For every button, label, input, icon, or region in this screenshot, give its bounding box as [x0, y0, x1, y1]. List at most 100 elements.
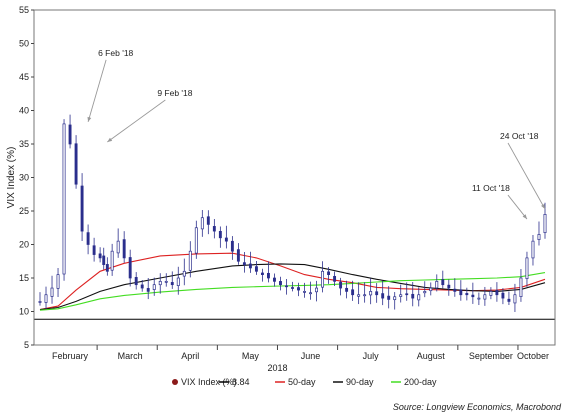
- vix-candle-body: [507, 298, 511, 302]
- y-tick-label: 35: [19, 139, 29, 149]
- y-tick-label: 55: [19, 5, 29, 15]
- vix-candle-body: [459, 289, 463, 296]
- vix-candle-body: [182, 270, 186, 277]
- vix-candle-body: [56, 274, 60, 289]
- vix-candle-body: [62, 123, 66, 275]
- x-month-label: March: [118, 351, 143, 361]
- x-year-label: 2018: [267, 363, 287, 373]
- legend-item-label: 90-day: [346, 377, 374, 387]
- vix-candle-body: [116, 240, 120, 254]
- vix-candle-body: [248, 263, 252, 269]
- vix-candle-body: [483, 294, 487, 300]
- vix-candle-body: [519, 277, 523, 297]
- vix-candle-body: [285, 285, 288, 288]
- vix-candle-body: [333, 275, 337, 282]
- vix-candle-body: [254, 266, 258, 272]
- vix-candle-body: [152, 284, 156, 290]
- vix-candle-body: [122, 239, 126, 259]
- legend-marker-vix: [172, 379, 178, 385]
- annotation-arrow: [507, 194, 528, 220]
- annotation-arrowhead: [522, 214, 527, 220]
- vix-candle-body: [194, 227, 198, 254]
- legend-item-label: 8.84: [232, 377, 250, 387]
- vix-candle-body: [92, 245, 96, 255]
- vix-candle-body: [453, 288, 457, 292]
- vix-candle-body: [128, 257, 132, 279]
- vix-candle-body: [236, 249, 240, 262]
- annotation-label: 24 Oct '18: [500, 131, 539, 141]
- x-month-label: June: [301, 351, 321, 361]
- y-tick-label: 45: [19, 72, 29, 82]
- y-tick-label: 5: [24, 340, 29, 350]
- vix-candle-body: [465, 293, 469, 296]
- annotation-arrowhead: [87, 116, 92, 122]
- vix-candle-body: [501, 292, 505, 299]
- annotation-arrowhead: [541, 204, 545, 209]
- annotation-label: 6 Feb '18: [98, 48, 133, 58]
- vix-candle-body: [267, 272, 270, 279]
- vix-candle-body: [537, 234, 541, 240]
- annotation-arrow: [107, 99, 166, 143]
- vix-candle-body: [369, 291, 373, 296]
- vix-candle-body: [339, 281, 343, 289]
- vix-candle-body: [110, 250, 114, 271]
- y-tick-label: 50: [19, 39, 29, 49]
- vix-candle-body: [242, 262, 246, 265]
- vix-candle-body: [80, 185, 84, 232]
- vix-candle-body: [297, 287, 300, 291]
- annotation-arrow: [507, 142, 546, 210]
- vix-candle-body: [134, 277, 138, 286]
- vix-candle-body: [411, 293, 415, 299]
- vix-candle-body: [399, 294, 403, 297]
- x-month-label: October: [517, 351, 549, 361]
- vix-candle-body: [525, 257, 529, 279]
- vix-candle-body: [158, 281, 162, 286]
- vix-candle-body: [279, 281, 282, 286]
- vix-candle-body: [230, 240, 234, 252]
- vix-candle-body: [140, 284, 144, 289]
- vix-candle-body: [531, 240, 535, 259]
- x-month-label: August: [417, 351, 446, 361]
- vix-candle-body: [327, 271, 331, 275]
- vix-candle-body: [146, 288, 150, 292]
- vix-candle-body: [375, 291, 379, 296]
- vix-candle-body: [447, 284, 451, 289]
- vix-candle-body: [345, 287, 349, 292]
- vix-candle-body: [471, 294, 475, 298]
- x-month-label: May: [242, 351, 260, 361]
- vix-candle-body: [429, 287, 433, 292]
- vix-candle-body: [543, 214, 547, 234]
- vix-candle-body: [309, 292, 312, 295]
- vix-candle-body: [435, 281, 439, 289]
- vix-candle-body: [441, 279, 445, 286]
- vix-candle-body: [357, 294, 361, 297]
- vix-candle-body: [315, 287, 318, 293]
- y-axis-title: VIX Index (%): [6, 147, 17, 209]
- y-tick-label: 30: [19, 173, 29, 183]
- vix-candle-body: [405, 293, 409, 296]
- vix-candle-body: [212, 226, 216, 232]
- vix-candle-body: [291, 287, 294, 289]
- x-month-label: July: [363, 351, 380, 361]
- vix-candle-body: [273, 277, 276, 282]
- vix-candle-body: [105, 264, 109, 272]
- vix-candle-body: [477, 297, 481, 300]
- legend-item-label: VIX Index (%): [181, 377, 237, 387]
- vix-candle-body: [206, 216, 210, 225]
- vix-candle-body: [176, 277, 180, 286]
- vix-candle-body: [417, 294, 421, 301]
- vix-candle-body: [393, 296, 397, 301]
- vix-candle-body: [50, 287, 54, 297]
- vix-candle-body: [68, 124, 72, 145]
- vix-candle-body: [164, 281, 168, 283]
- vix-candle-body: [224, 237, 228, 242]
- x-month-label: September: [469, 351, 513, 361]
- vix-candle-body: [102, 255, 106, 265]
- y-tick-label: 10: [19, 307, 29, 317]
- vix-candle-body: [495, 290, 499, 296]
- y-tick-label: 40: [19, 106, 29, 116]
- annotation-arrow: [87, 59, 107, 123]
- legend-item-label: 50-day: [288, 377, 316, 387]
- y-tick-label: 20: [19, 240, 29, 250]
